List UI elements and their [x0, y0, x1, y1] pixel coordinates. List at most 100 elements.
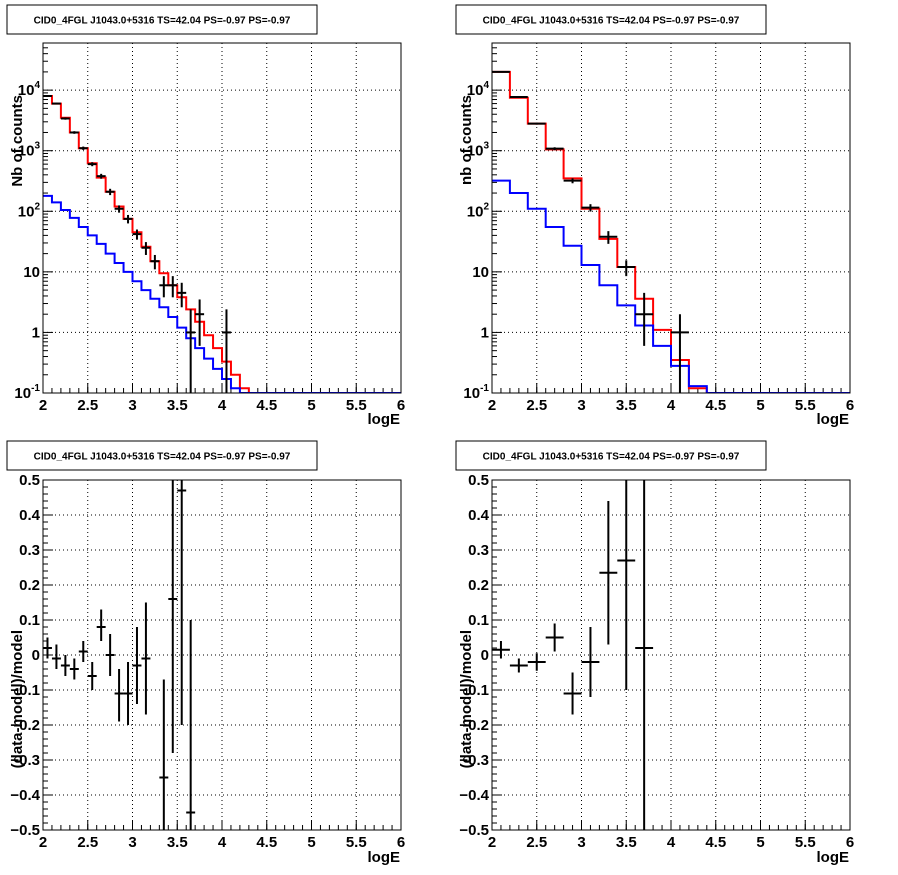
- data-point: [168, 276, 178, 298]
- x-axis-label: logE: [368, 849, 401, 866]
- data-point: [563, 672, 582, 715]
- y-axis-label: nb of counts: [458, 95, 475, 185]
- data-point: [599, 231, 618, 244]
- x-tick-label: 6: [846, 834, 854, 851]
- y-tick-exponent: 4: [34, 80, 40, 91]
- data-point: [51, 644, 61, 669]
- chart-panel-3: CID0_4FGL J1043.0+5316 TS=42.04 PS=-0.97…: [6, 440, 405, 866]
- x-tick-label: 4.5: [256, 834, 277, 851]
- data-point: [114, 205, 124, 213]
- y-tick-label: −0.2: [10, 717, 40, 734]
- data-point: [599, 501, 618, 645]
- data-point: [177, 480, 187, 725]
- data-point: [168, 480, 178, 753]
- data-point: [581, 627, 600, 697]
- x-tick-label: 4: [218, 397, 227, 414]
- y-tick-exponent: -1: [480, 383, 489, 394]
- data-point: [60, 655, 70, 676]
- x-tick-label: 6: [397, 834, 405, 851]
- plot-frame: [491, 479, 851, 831]
- y-tick-label: 102: [18, 201, 41, 220]
- y-tick-label: 0.4: [468, 507, 490, 524]
- y-tick-label: 10-1: [463, 383, 489, 402]
- data-point: [123, 662, 133, 725]
- series-group: [43, 480, 196, 830]
- x-tick-label: 2: [39, 834, 47, 851]
- data-point: [527, 653, 546, 671]
- y-tick-label: 0.5: [19, 472, 40, 489]
- plot-frame: [42, 479, 402, 831]
- data-point: [527, 122, 546, 125]
- y-tick-label: 10-1: [14, 383, 40, 402]
- y-tick-label: 0: [481, 647, 489, 664]
- title-box: [455, 440, 767, 471]
- x-axis-label: logE: [368, 411, 401, 428]
- data-point: [186, 309, 196, 393]
- y-tick-label: 10: [472, 264, 489, 281]
- x-tick-label: 4: [667, 397, 676, 414]
- data-point: [60, 117, 70, 120]
- x-tick-label: 5.5: [795, 834, 816, 851]
- x-tick-label: 3: [577, 834, 585, 851]
- title-box: [6, 4, 318, 35]
- data-point: [123, 214, 133, 224]
- chart-title: CID0_4FGL J1043.0+5316 TS=42.04 PS=-0.97…: [483, 16, 740, 27]
- y-axis-label: (data-model)/model: [458, 630, 475, 768]
- series-1-line: [492, 70, 850, 393]
- data-point: [545, 623, 564, 652]
- x-tick-label: 4.5: [705, 834, 726, 851]
- y-tick-label: −0.5: [10, 822, 40, 839]
- x-tick-label: 2.5: [77, 397, 98, 414]
- chart-panel-2: CID0_4FGL J1043.0+5316 TS=42.04 PS=-0.97…: [455, 4, 854, 428]
- y-tick-label: 0.4: [19, 507, 41, 524]
- data-point: [69, 131, 79, 134]
- chart-panel-4: CID0_4FGL J1043.0+5316 TS=42.04 PS=-0.97…: [455, 440, 854, 866]
- x-tick-label: 3: [128, 397, 136, 414]
- data-point: [105, 634, 115, 676]
- data-point: [159, 679, 169, 830]
- data-point: [635, 292, 654, 346]
- y-tick-label: 0.1: [19, 612, 40, 629]
- x-tick-label: 6: [397, 397, 405, 414]
- x-tick-label: 3.5: [616, 834, 637, 851]
- data-point: [617, 480, 636, 690]
- y-tick-label: −0.1: [10, 682, 40, 699]
- plot-frame: [42, 42, 402, 394]
- x-tick-label: 2.5: [77, 834, 98, 851]
- x-tick-label: 2: [488, 834, 496, 851]
- y-tick-exponent: 2: [483, 201, 489, 212]
- plot-area: [43, 480, 401, 830]
- data-point: [492, 641, 510, 659]
- data-point: [150, 254, 160, 270]
- y-tick-label: 102: [467, 201, 490, 220]
- series-2-line: [43, 194, 401, 393]
- y-tick-label: −0.2: [459, 717, 489, 734]
- x-tick-label: 3.5: [167, 834, 188, 851]
- x-tick-label: 3.5: [167, 397, 188, 414]
- chart-title: CID0_4FGL J1043.0+5316 TS=42.04 PS=-0.97…: [34, 452, 291, 463]
- x-tick-label: 3.5: [616, 397, 637, 414]
- plot-area: [43, 43, 401, 393]
- data-point: [545, 147, 564, 151]
- x-axis-label: logE: [817, 849, 850, 866]
- data-point: [563, 178, 582, 184]
- x-tick-label: 2.5: [526, 397, 547, 414]
- x-tick-label: 4: [667, 834, 676, 851]
- x-tick-label: 4.5: [256, 397, 277, 414]
- y-tick-label: 0.5: [468, 472, 489, 489]
- data-point: [195, 299, 205, 346]
- y-tick-label: 1: [32, 324, 40, 341]
- x-tick-label: 6: [846, 397, 854, 414]
- x-tick-label: 5.5: [346, 397, 367, 414]
- data-point: [96, 173, 106, 179]
- title-box: [455, 4, 767, 35]
- series-group: [492, 480, 654, 830]
- y-tick-label: 10: [23, 264, 40, 281]
- data-point: [509, 658, 528, 673]
- y-tick-exponent: -1: [31, 383, 40, 394]
- plot-frame: [491, 42, 851, 394]
- x-tick-label: 5: [307, 397, 315, 414]
- y-tick-label: −0.4: [10, 787, 40, 804]
- data-point: [78, 146, 88, 150]
